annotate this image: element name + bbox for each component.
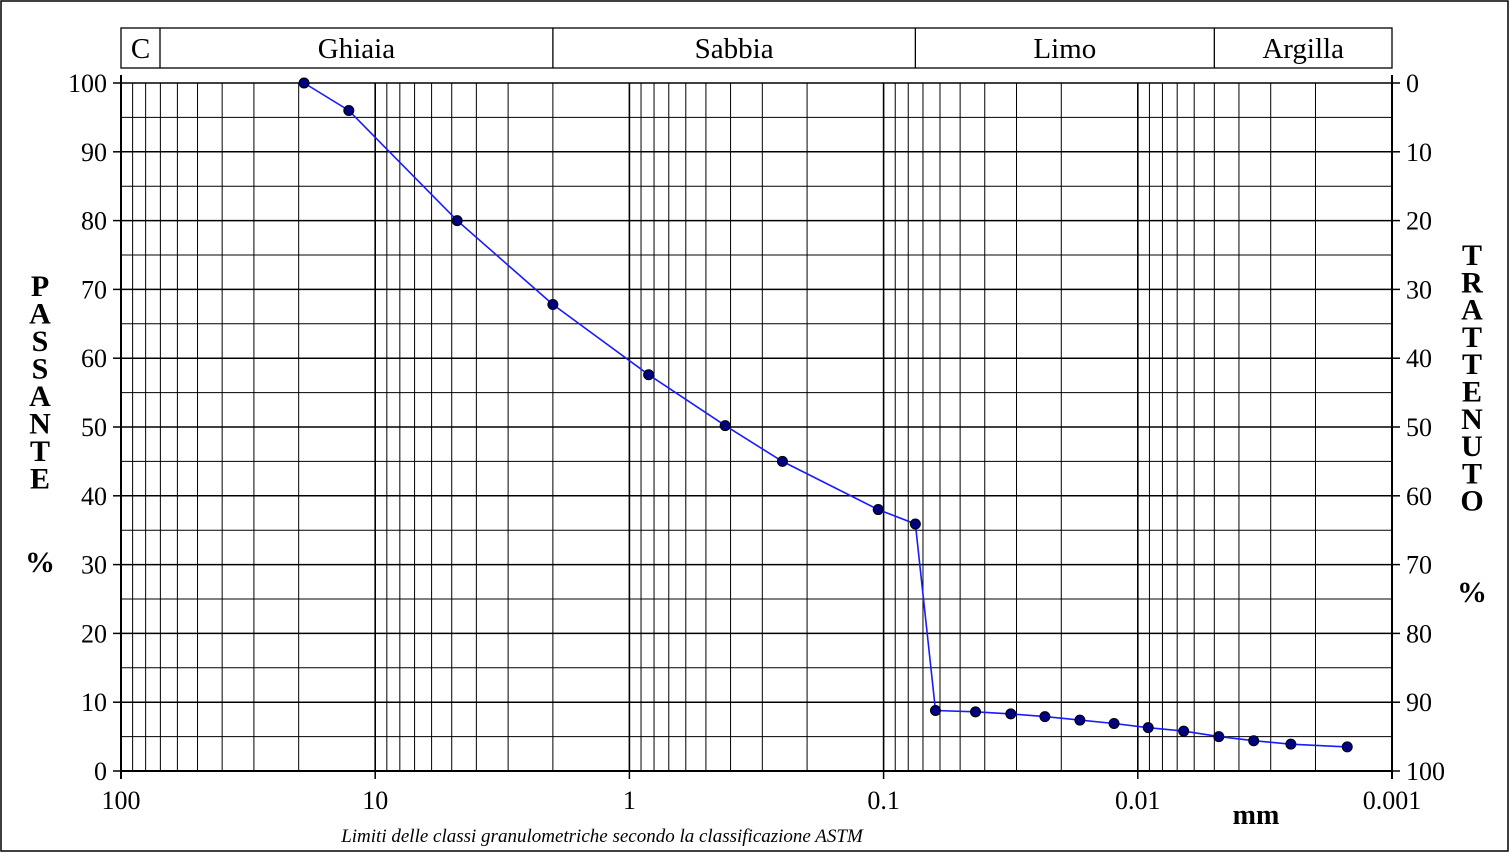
y2-tick-label: 60 — [1406, 482, 1432, 511]
data-point — [1005, 708, 1017, 720]
right-axis-label-letter: T — [1462, 348, 1482, 381]
data-point — [343, 105, 355, 117]
series-group — [298, 77, 1353, 753]
data-point — [1039, 711, 1051, 723]
data-point — [872, 504, 884, 516]
y2-tick-label: 100 — [1406, 757, 1445, 786]
data-point — [776, 455, 788, 467]
class-band: C Ghiaia Sabbia Limo Argilla — [120, 27, 1393, 69]
right-axis-label-letter: A — [1461, 294, 1483, 327]
y-tick-label: 60 — [81, 344, 107, 373]
right-axis-label-letter: N — [1461, 403, 1483, 436]
right-axis-label-letter: T — [1462, 239, 1482, 272]
class-label-sabbia: Sabbia — [695, 33, 774, 65]
data-point — [643, 369, 655, 381]
y2-tick-label: 0 — [1406, 69, 1419, 98]
data-point — [451, 215, 463, 227]
y2-tick-label: 10 — [1406, 138, 1432, 167]
data-point — [1213, 731, 1225, 743]
data-point — [1341, 741, 1353, 753]
data-point — [909, 518, 921, 530]
left-axis-label-letter: N — [29, 408, 51, 441]
left-axis-unit: % — [25, 546, 55, 579]
y2-tick-label: 90 — [1406, 688, 1432, 717]
data-point — [1074, 714, 1086, 726]
data-point — [1142, 722, 1154, 734]
data-point — [929, 704, 941, 716]
y-tick-label: 20 — [81, 619, 107, 648]
y-tick-label: 50 — [81, 413, 107, 442]
x-tick-label: 0.1 — [867, 786, 900, 815]
y2-tick-label: 30 — [1406, 275, 1432, 304]
right-axis-label-letter: E — [1462, 376, 1482, 409]
y-tick-label: 100 — [68, 69, 107, 98]
x-tick-label: 10 — [362, 786, 388, 815]
x-unit-label: mm — [1233, 800, 1280, 831]
x-tick-label: 1 — [623, 786, 636, 815]
left-axis-label-letter: A — [29, 380, 51, 413]
right-axis-label-letter: T — [1462, 457, 1482, 490]
left-axis-label-letter: E — [30, 463, 50, 496]
right-axis-unit: % — [1457, 576, 1487, 609]
y-tick-label: 80 — [81, 207, 107, 236]
right-axis-label-letter: O — [1460, 485, 1483, 518]
class-band-frame — [120, 27, 1393, 69]
left-axis-label-letter: P — [31, 270, 49, 303]
x-tick-label: 100 — [102, 786, 141, 815]
class-label-argilla: Argilla — [1262, 33, 1344, 65]
series-line — [303, 82, 1348, 748]
data-point — [719, 420, 731, 432]
y2-tick-label: 50 — [1406, 413, 1432, 442]
data-point — [1108, 718, 1120, 730]
left-axis-label-letter: A — [29, 298, 51, 331]
class-label-limo: Limo — [1033, 33, 1096, 65]
data-point — [1248, 735, 1260, 747]
y2-tick-label: 70 — [1406, 551, 1432, 580]
data-point — [1285, 738, 1297, 750]
y-tick-label: 0 — [94, 757, 107, 786]
y-tick-label: 40 — [81, 482, 107, 511]
data-point — [547, 299, 559, 311]
class-label-ghiaia: Ghiaia — [318, 33, 395, 65]
left-axis-label-letter: T — [30, 435, 50, 468]
y-tick-label: 10 — [81, 688, 107, 717]
right-axis-label-letter: U — [1461, 430, 1483, 463]
chart-grid — [120, 75, 1393, 779]
y-tick-label: 30 — [81, 551, 107, 580]
data-point — [1178, 725, 1190, 737]
data-point — [298, 77, 310, 89]
footnote: Limiti delle classi granulometriche seco… — [340, 826, 864, 847]
y-tick-label: 90 — [81, 138, 107, 167]
y2-tick-label: 80 — [1406, 619, 1432, 648]
right-axis-label-letter: T — [1462, 321, 1482, 354]
x-tick-label: 0.001 — [1363, 786, 1422, 815]
left-axis-label-letter: S — [32, 325, 49, 358]
y-tick-label: 70 — [81, 275, 107, 304]
x-tick-label: 0.01 — [1115, 786, 1161, 815]
y2-tick-label: 20 — [1406, 207, 1432, 236]
class-label-c: C — [131, 33, 150, 65]
y2-tick-label: 40 — [1406, 344, 1432, 373]
right-axis-label-letter: R — [1461, 266, 1483, 299]
data-point — [969, 706, 981, 718]
left-axis-label-letter: S — [32, 353, 49, 386]
